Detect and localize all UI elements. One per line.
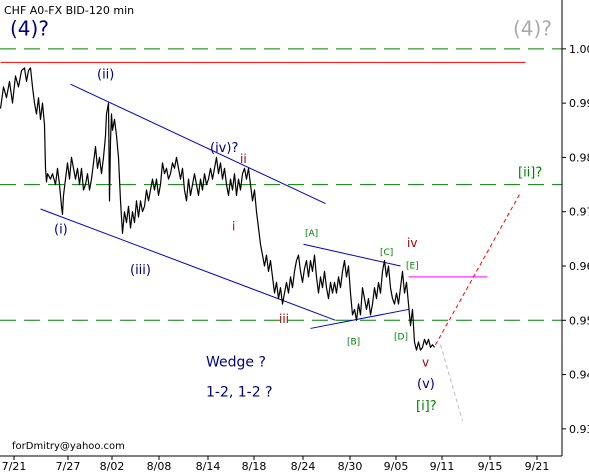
price-series <box>0 67 435 351</box>
annotation-7: (iii) <box>130 263 151 278</box>
y-tick-label-6: 0.94 <box>569 369 589 382</box>
annotation-20: 1-2, 1-2 ? <box>206 384 273 400</box>
annotation-17: [i]? <box>416 399 437 414</box>
y-axis-ticks: 1.00 0.99 0.98 0.97 0.96 0.95 0.94 0.93 <box>562 43 589 436</box>
annotation-13: [E] <box>406 262 419 272</box>
x-tick-label-7: 8/30 <box>338 460 363 473</box>
upper-channel-line <box>70 83 326 205</box>
red-projection-line <box>435 192 521 345</box>
annotation-14: iv <box>407 236 417 250</box>
annotation-11: [C] <box>380 248 393 258</box>
y-tick-label-5: 0.95 <box>569 314 589 327</box>
grid-lines <box>0 48 562 321</box>
y-tick-label-2: 0.98 <box>569 151 589 164</box>
y-tick-label-0: 1.00 <box>569 43 589 56</box>
x-tick-label-8: 9/05 <box>384 460 409 473</box>
y-tick-label-3: 0.97 <box>569 206 589 219</box>
x-tick-label-1: 7/27 <box>56 460 81 473</box>
x-tick-label-5: 8/18 <box>242 460 267 473</box>
x-tick-label-9: 9/11 <box>430 460 455 473</box>
x-tick-label-6: 8/24 <box>291 460 316 473</box>
annotation-10: [B] <box>347 338 360 348</box>
annotation-1: (4)? <box>513 16 552 40</box>
axes <box>0 0 563 457</box>
annotation-16: (v) <box>417 377 435 392</box>
x-tick-label-3: 8/08 <box>147 460 172 473</box>
y-tick-label-1: 0.99 <box>569 97 589 110</box>
annotation-4: ii <box>240 152 247 166</box>
y-tick-label-7: 0.93 <box>569 423 589 436</box>
annotation-0: (4)? <box>10 16 49 40</box>
lower-channel-line <box>40 208 336 321</box>
annotation-6: (i) <box>54 222 68 237</box>
annotation-18: [ii]? <box>518 165 542 180</box>
gray-projection-line <box>440 344 463 421</box>
annotation-5: i <box>232 220 235 234</box>
annotation-12: [D] <box>394 332 408 342</box>
wave-annotations: (4)? (4)?(ii)(iv)?iii(i)(iii)iii[A][B][C]… <box>10 16 552 414</box>
wedge-bottom-line <box>310 308 409 329</box>
annotation-19: Wedge ? <box>206 354 266 370</box>
chart-title: CHF A0-FX BID-120 min <box>4 4 134 17</box>
annotation-8: iii <box>279 312 289 326</box>
price-series-line-0 <box>0 67 435 351</box>
trend-lines <box>0 61 526 421</box>
annotation-2: (ii) <box>97 68 114 83</box>
x-tick-label-10: 9/15 <box>478 460 503 473</box>
x-tick-label-11: 9/21 <box>525 460 550 473</box>
annotation-15: v <box>422 355 429 369</box>
x-axis-ticks: 7/21 7/27 8/02 8/08 8/14 8/18 8/24 8/30 9/05 9/11… <box>2 456 550 473</box>
x-tick-label-2: 8/02 <box>100 460 125 473</box>
annotation-9: [A] <box>305 229 318 239</box>
x-tick-label-4: 8/14 <box>196 460 221 473</box>
footer-email: forDmitry@yahoo.com <box>12 441 125 452</box>
y-tick-label-4: 0.96 <box>569 260 589 273</box>
x-tick-label-0: 7/21 <box>2 460 27 473</box>
annotation-3: (iv)? <box>210 141 238 156</box>
